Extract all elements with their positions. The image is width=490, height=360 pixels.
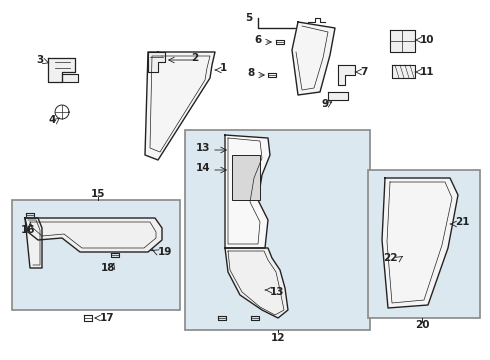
Text: 15: 15 — [91, 189, 105, 199]
Polygon shape — [392, 65, 415, 78]
Polygon shape — [48, 58, 75, 82]
Text: 22: 22 — [384, 253, 398, 263]
Text: 11: 11 — [420, 67, 435, 77]
Text: 7: 7 — [360, 67, 368, 77]
Polygon shape — [338, 65, 355, 85]
Text: 13: 13 — [196, 143, 210, 153]
Text: 19: 19 — [158, 247, 172, 257]
Text: 4: 4 — [49, 115, 56, 125]
Polygon shape — [62, 74, 78, 82]
Polygon shape — [225, 248, 288, 318]
Polygon shape — [225, 135, 270, 248]
Text: 21: 21 — [455, 217, 469, 227]
Bar — [185, 130, 370, 330]
Polygon shape — [25, 218, 42, 268]
Text: 12: 12 — [271, 333, 285, 343]
Text: 3: 3 — [37, 55, 44, 65]
Text: 20: 20 — [415, 320, 429, 330]
Text: 10: 10 — [420, 35, 435, 45]
Text: 1: 1 — [220, 63, 227, 73]
Bar — [368, 170, 480, 318]
Text: 14: 14 — [196, 163, 210, 173]
Text: 13: 13 — [270, 287, 285, 297]
Text: 5: 5 — [245, 13, 252, 23]
Text: 8: 8 — [248, 68, 255, 78]
Polygon shape — [382, 178, 458, 308]
Text: 17: 17 — [100, 313, 115, 323]
Polygon shape — [145, 52, 215, 160]
Text: 2: 2 — [191, 53, 198, 63]
Polygon shape — [328, 92, 348, 100]
Text: 18: 18 — [101, 263, 115, 273]
Bar — [232, 155, 260, 200]
Polygon shape — [148, 52, 165, 72]
Polygon shape — [390, 30, 415, 52]
Bar — [12, 200, 180, 310]
Text: 16: 16 — [21, 225, 35, 235]
Text: 6: 6 — [255, 35, 262, 45]
Text: 9: 9 — [321, 99, 329, 109]
Polygon shape — [25, 218, 162, 252]
Polygon shape — [292, 22, 335, 95]
